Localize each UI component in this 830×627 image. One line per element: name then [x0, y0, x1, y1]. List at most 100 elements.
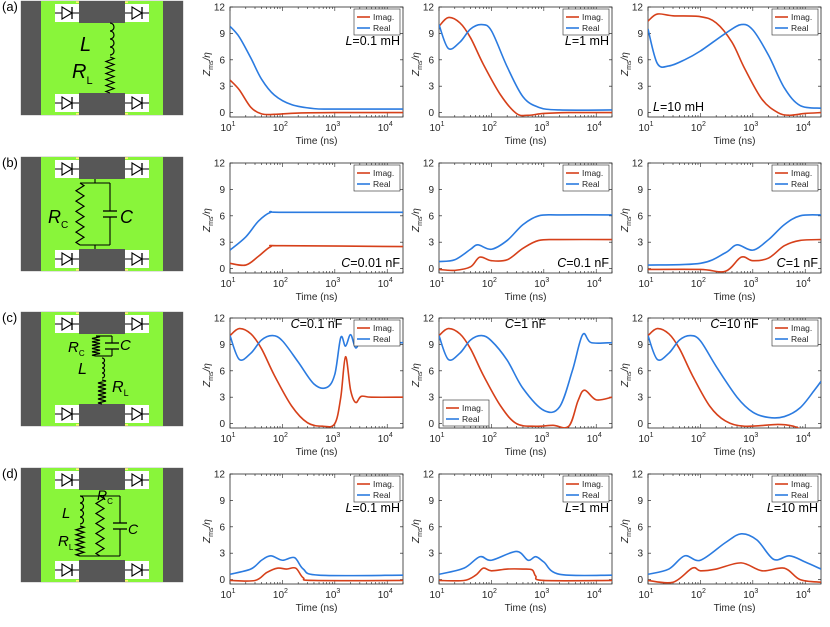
- schematic-left-strip: [21, 312, 41, 426]
- y-tick-label: 6: [637, 211, 643, 222]
- diode-icon: [125, 405, 149, 423]
- x-tick-label: 101: [638, 277, 653, 290]
- legend-box: [771, 475, 819, 503]
- chart-b-3: 0 3 6 9 12 101 102 103 104 Time (ns) Zms/η Imag.Rea…: [620, 159, 822, 303]
- diode-icon: [125, 4, 149, 22]
- diode-icon-triangle: [61, 162, 74, 176]
- diode-icon: [125, 160, 149, 178]
- y-axis-label: Zms/η: [411, 208, 424, 233]
- x-axis-label: Time (ns): [296, 447, 338, 458]
- panel-label-a: (a): [2, 0, 18, 14]
- legend-label: Imag.: [791, 323, 812, 333]
- legend: Imag.Real: [562, 8, 610, 36]
- y-tick-label: 9: [637, 29, 643, 40]
- legend-box: [442, 399, 490, 427]
- x-tick-label: 103: [325, 277, 340, 290]
- legend-label: Real: [373, 334, 391, 344]
- parameter-annotation: C=0.1 nF: [291, 317, 343, 331]
- diode-icon-triangle: [61, 252, 74, 266]
- series-group: [439, 16, 612, 117]
- y-tick-label: 6: [219, 522, 225, 533]
- legend-box: [562, 475, 610, 503]
- x-tick-label: 104: [587, 121, 602, 134]
- x-axis-label: Time (ns): [714, 136, 756, 147]
- legend-label: Imag.: [582, 12, 603, 22]
- y-axis-label: Zms/η: [202, 208, 215, 233]
- series-line-real: [230, 210, 403, 251]
- resistor-symbol: [104, 56, 116, 94]
- inductor-symbol: [109, 22, 115, 56]
- y-tick-label: 3: [219, 82, 225, 93]
- diode-icon-triangle: [61, 407, 74, 421]
- parameter-annotation: C=0.1 nF: [557, 256, 609, 270]
- schematic-a: LRL: [20, 0, 184, 116]
- chart-b-1: 0 3 6 9 12 101 102 103 104 Time (ns) Zms/η Imag.Rea…: [202, 159, 404, 303]
- y-axis-label: Zms/η: [411, 363, 424, 388]
- schematic-bottom-block: [79, 93, 125, 115]
- legend-label: Imag.: [462, 403, 483, 413]
- legend-box: [353, 8, 401, 36]
- diode-icon: [125, 94, 149, 112]
- parameter-annotation: C=10 nF: [710, 317, 759, 331]
- legend-box: [771, 164, 819, 192]
- resistor-symbol: [73, 525, 87, 557]
- y-axis-label: Zms/η: [202, 363, 215, 388]
- y-tick-label: 6: [637, 522, 643, 533]
- x-tick-label: 104: [378, 277, 393, 290]
- schematic-right-strip: [163, 157, 183, 271]
- parameter-annotation: C=0.01 nF: [341, 256, 400, 270]
- x-axis-label: Time (ns): [505, 136, 547, 147]
- panel-label-b: (b): [2, 155, 18, 170]
- y-tick-label: 6: [428, 366, 434, 377]
- x-tick-label: 101: [429, 432, 444, 445]
- y-tick-label: 9: [428, 496, 434, 507]
- schematic-top-block: [79, 468, 125, 490]
- parameter-annotation: L=0.1 mH: [345, 501, 400, 515]
- diode-icon-triangle: [131, 317, 144, 331]
- x-tick-label: 103: [743, 277, 758, 290]
- y-tick-label: 3: [637, 549, 643, 560]
- y-tick-label: 9: [637, 340, 643, 351]
- legend-label: Real: [582, 23, 600, 33]
- series-line-imag: [230, 79, 403, 116]
- diode-icon: [55, 250, 79, 268]
- legend-label: Real: [791, 179, 809, 189]
- y-tick-label: 9: [219, 496, 225, 507]
- chart-c-3: 0 3 6 9 12 101 102 103 104 Time (ns) Zms/η Imag.Rea…: [620, 314, 822, 458]
- x-tick-label: 104: [796, 121, 811, 134]
- y-tick-label: 9: [428, 340, 434, 351]
- x-tick-label: 104: [796, 277, 811, 290]
- y-tick-label: 6: [219, 366, 225, 377]
- x-tick-label: 101: [220, 588, 235, 601]
- series-group: [439, 214, 612, 272]
- y-axis-label: Zms/η: [620, 519, 633, 544]
- diode-icon-triangle: [131, 96, 144, 110]
- x-tick-label: 101: [220, 277, 235, 290]
- legend-label: Real: [462, 414, 480, 424]
- y-tick-label: 12: [632, 314, 644, 325]
- parameter-annotation: L=10 mH: [767, 501, 818, 515]
- series-line-real: [439, 214, 612, 263]
- legend-label: Real: [582, 179, 600, 189]
- y-tick-label: 9: [637, 185, 643, 196]
- schematic-top-block: [79, 1, 125, 23]
- legend-label: Real: [791, 23, 809, 33]
- diode-icon-triangle: [131, 252, 144, 266]
- diode-icon-triangle: [61, 96, 74, 110]
- diode-icon-triangle: [131, 407, 144, 421]
- schematic-right-strip: [163, 312, 183, 426]
- x-axis-label: Time (ns): [296, 603, 338, 614]
- series-group: [439, 327, 612, 428]
- series-group: [439, 550, 612, 582]
- parameter-annotation: C=1 nF: [777, 256, 819, 270]
- chart-d-1: 0 3 6 9 12 101 102 103 104 Time (ns) Zms/η Imag.Rea…: [202, 470, 404, 614]
- legend-label: Imag.: [373, 479, 394, 489]
- x-tick-label: 102: [482, 432, 497, 445]
- x-tick-label: 103: [534, 588, 549, 601]
- y-tick-label: 0: [637, 264, 643, 275]
- y-tick-label: 6: [428, 211, 434, 222]
- schematic-right-strip: [163, 468, 183, 582]
- series-group: [230, 210, 403, 267]
